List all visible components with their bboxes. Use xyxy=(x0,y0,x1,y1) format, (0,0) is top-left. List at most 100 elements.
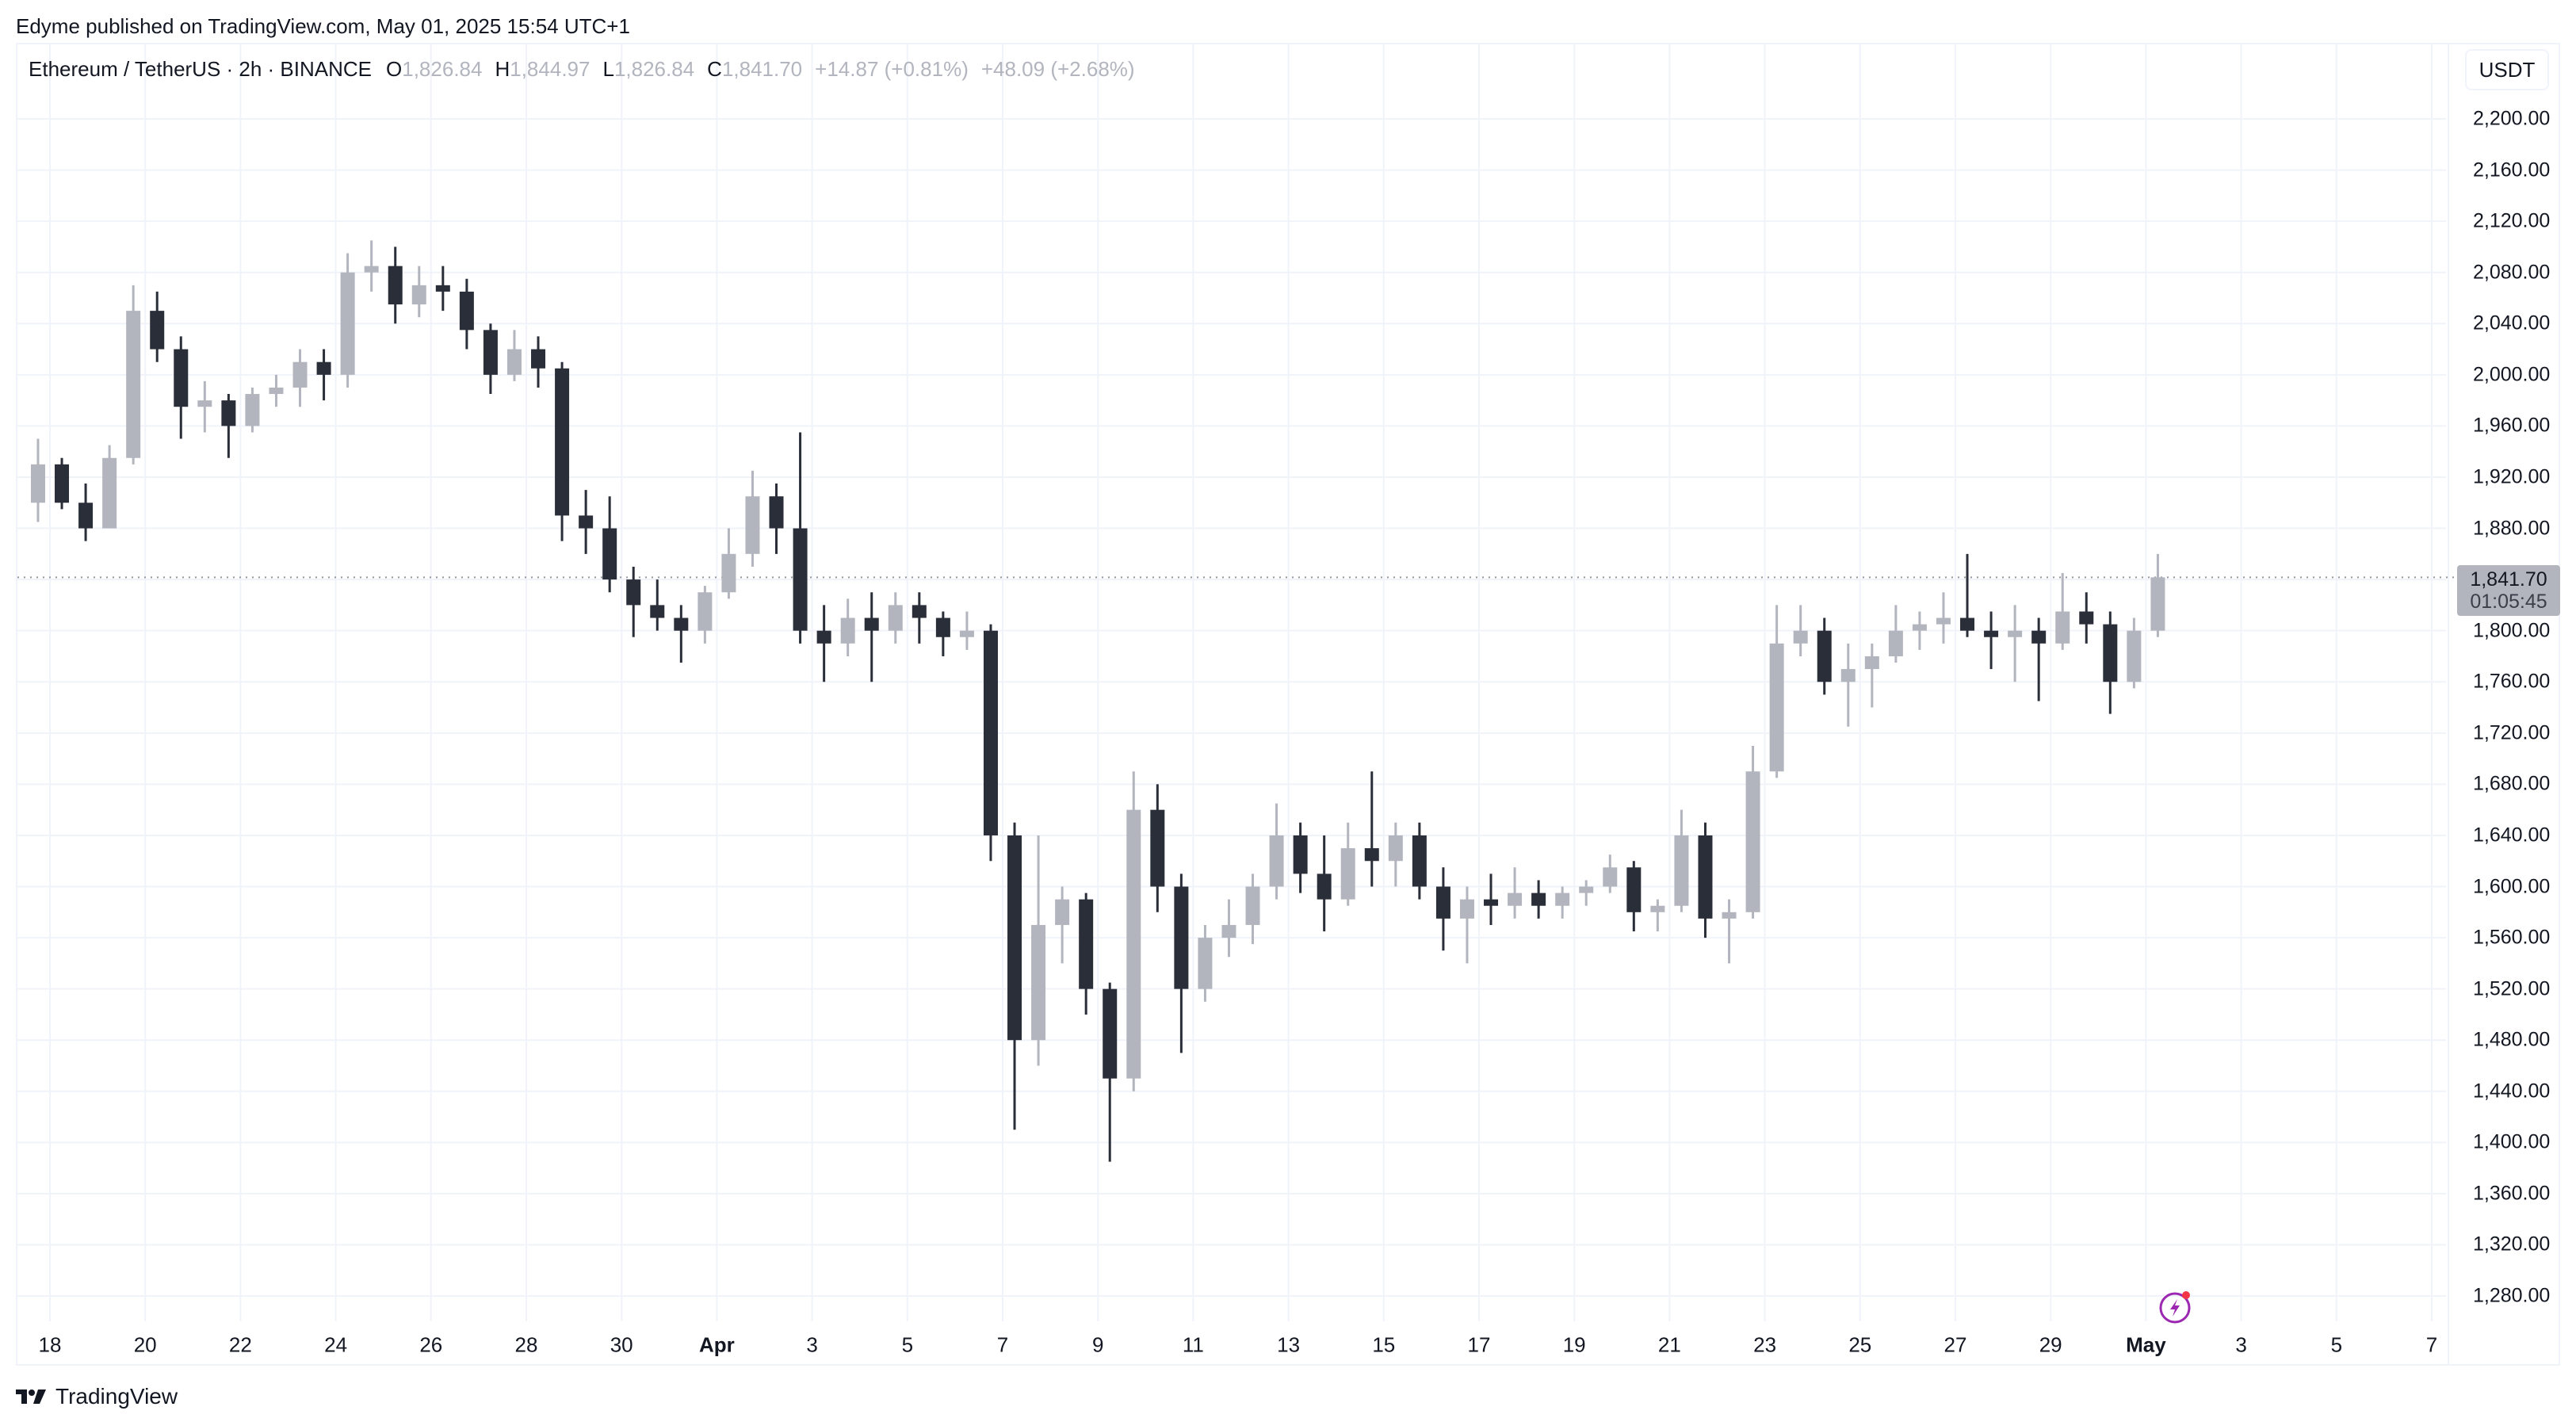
candle-body xyxy=(459,291,474,331)
price-tick: 2,160.00 xyxy=(2473,159,2551,182)
time-tick: 25 xyxy=(1848,1332,1872,1357)
candle-body xyxy=(2031,630,2047,644)
time-tick: 3 xyxy=(2235,1332,2247,1357)
price-tick: 2,200.00 xyxy=(2473,107,2551,130)
currency-button[interactable]: USDT xyxy=(2465,49,2549,90)
candle-body xyxy=(721,553,736,593)
candle-body xyxy=(1388,835,1403,862)
candle-body xyxy=(102,457,117,529)
candle-body xyxy=(2055,611,2070,644)
candle-body xyxy=(483,330,498,375)
candle-body xyxy=(1055,899,1070,925)
time-tick: 9 xyxy=(1091,1332,1104,1357)
close-value: 1,841.70 xyxy=(721,57,803,81)
flash-alert-button[interactable] xyxy=(2158,1288,2195,1328)
price-tick: 2,080.00 xyxy=(2473,261,2551,284)
price-tick: 1,480.00 xyxy=(2473,1028,2551,1051)
price-tick: 1,720.00 xyxy=(2473,721,2551,744)
candle-body xyxy=(1221,924,1236,938)
candle-body xyxy=(912,605,927,618)
open-label: O xyxy=(386,57,403,81)
tradingview-logo-icon xyxy=(16,1390,46,1404)
price-tick: 1,440.00 xyxy=(2473,1080,2551,1103)
time-tick: 22 xyxy=(228,1332,252,1357)
chart-frame xyxy=(16,43,2560,1366)
candle-body xyxy=(1459,899,1474,919)
close-label: C xyxy=(707,57,722,81)
candle-body xyxy=(411,285,426,305)
candle-body xyxy=(1936,617,1951,625)
time-tick: 21 xyxy=(1657,1332,1681,1357)
open-value: 1,826.84 xyxy=(402,57,483,81)
high-value: 1,844.97 xyxy=(510,57,590,81)
time-tick: Apr xyxy=(699,1332,735,1357)
price-tick: 1,520.00 xyxy=(2473,977,2551,1000)
time-tick: 30 xyxy=(610,1332,633,1357)
candle-body xyxy=(1840,669,1856,682)
candle-body xyxy=(2079,611,2094,625)
time-tick: 28 xyxy=(514,1332,538,1357)
publish-info: Edyme published on TradingView.com, May … xyxy=(16,14,630,38)
candle-body xyxy=(1435,886,1450,919)
candle-body xyxy=(1555,893,1570,906)
price-tick: 1,760.00 xyxy=(2473,670,2551,693)
time-tick: 19 xyxy=(1562,1332,1586,1357)
candle-body xyxy=(1531,893,1546,906)
candle-body xyxy=(840,617,855,644)
low-label: L xyxy=(602,57,614,81)
candle-body xyxy=(245,394,260,426)
candle-body xyxy=(793,528,808,631)
candle-body xyxy=(340,272,355,375)
candle-body xyxy=(2150,577,2165,631)
candle-body xyxy=(78,503,94,529)
price-tick: 1,600.00 xyxy=(2473,875,2551,898)
candle-body xyxy=(531,349,546,369)
candle-body xyxy=(1650,905,1665,912)
candle-body xyxy=(221,400,236,426)
tradingview-logo[interactable]: TradingView xyxy=(16,1384,178,1409)
price-tick: 1,880.00 xyxy=(2473,517,2551,540)
candle-body xyxy=(650,605,665,618)
time-tick: 3 xyxy=(806,1332,818,1357)
candle-body xyxy=(435,285,450,292)
candle-body xyxy=(1031,924,1046,1041)
candle-body xyxy=(698,592,713,631)
candle-body xyxy=(174,349,189,407)
price-axis[interactable] xyxy=(2448,44,2560,1364)
price-tick: 1,920.00 xyxy=(2473,465,2551,488)
price-tick: 2,040.00 xyxy=(2473,312,2551,334)
candle-body xyxy=(1888,630,1903,656)
candle-body xyxy=(1864,656,1879,670)
candle-body xyxy=(1793,630,1808,644)
price-tick: 1,360.00 xyxy=(2473,1182,2551,1205)
time-tick: 17 xyxy=(1467,1332,1491,1357)
brand-name: TradingView xyxy=(55,1384,178,1409)
candle-body xyxy=(1912,624,1927,631)
symbol-legend: Ethereum / TetherUS · 2h · BINANCE O 1,8… xyxy=(29,57,1148,82)
candle-body xyxy=(674,617,689,631)
candle-body xyxy=(1317,873,1332,900)
candle-body xyxy=(1293,835,1308,874)
candle-body xyxy=(1626,867,1642,912)
candle-body xyxy=(1984,630,1999,637)
candle-body xyxy=(2127,630,2142,682)
time-tick: 20 xyxy=(133,1332,157,1357)
candle-body xyxy=(745,496,760,554)
symbol-title[interactable]: Ethereum / TetherUS · 2h · BINANCE xyxy=(29,57,373,81)
time-tick: 27 xyxy=(1943,1332,1967,1357)
candle-body xyxy=(1103,988,1118,1079)
time-tick: 18 xyxy=(38,1332,62,1357)
candle-body xyxy=(816,630,831,644)
lightning-icon xyxy=(2159,1291,2191,1324)
candle-body xyxy=(864,617,879,631)
candle-body xyxy=(579,515,594,529)
candle-body xyxy=(602,528,617,580)
price-tick: 1,320.00 xyxy=(2473,1233,2551,1256)
candle-body xyxy=(626,579,641,606)
candle-body xyxy=(292,361,308,388)
candle-body xyxy=(1674,835,1689,906)
candle-body xyxy=(1412,835,1427,887)
price-tick: 1,960.00 xyxy=(2473,414,2551,437)
candle-body xyxy=(1745,771,1760,912)
